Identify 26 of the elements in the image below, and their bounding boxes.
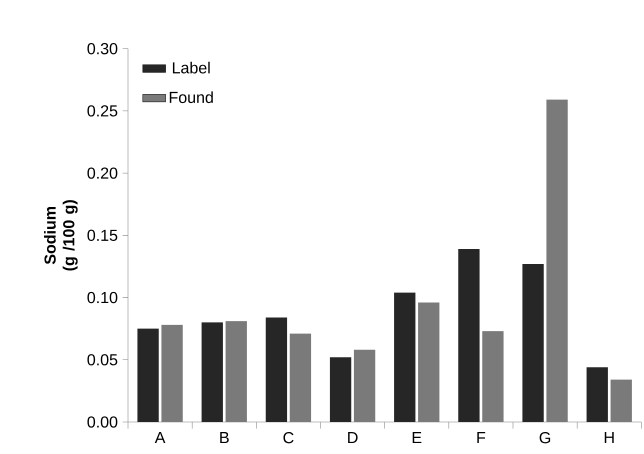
y-tick-label: 0.25	[87, 105, 118, 117]
x-tick-label: G	[540, 432, 550, 444]
y-tick-label: 0.20	[87, 167, 118, 179]
x-tick-label: D	[348, 432, 358, 444]
bar	[137, 328, 159, 422]
x-tick-label: E	[412, 432, 422, 444]
bar	[522, 264, 544, 422]
y-tick-label: 0.05	[87, 354, 118, 366]
x-tick-label: A	[154, 432, 166, 444]
x-tick-label: F	[477, 432, 486, 444]
x-tick-label: H	[604, 432, 614, 444]
x-tick-label: B	[220, 432, 229, 444]
bar	[394, 292, 416, 422]
y-tick-label: 0.15	[87, 230, 118, 241]
bar	[202, 322, 223, 422]
legend-label: Found	[170, 91, 213, 104]
y-axis-title: Sodium (g /100 g)	[44, 200, 78, 271]
y-tick-label: 0.30	[87, 43, 118, 54]
bar	[330, 357, 352, 422]
legend-label: Label	[172, 62, 210, 74]
bar	[266, 317, 288, 422]
bar	[458, 249, 480, 422]
y-tick-label: 0.00	[87, 416, 118, 428]
y-tick-label: 0.10	[87, 292, 118, 304]
x-tick-label: C	[283, 432, 294, 444]
bar	[586, 367, 608, 422]
